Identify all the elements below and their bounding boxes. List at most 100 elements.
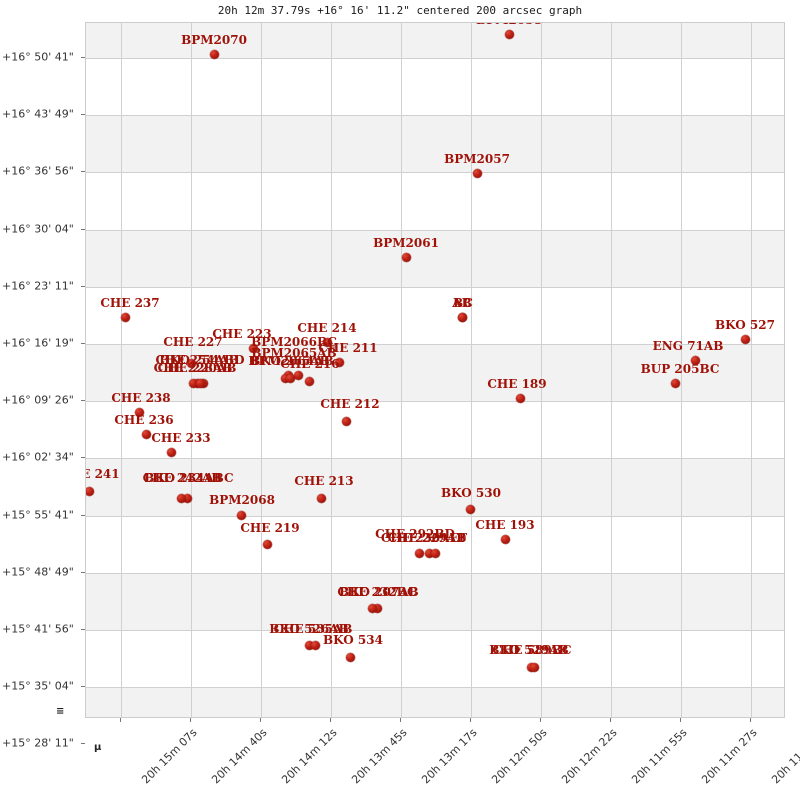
y-axis-tick-label: +16° 36' 56" [2, 164, 74, 178]
y-axis-tick-mark [81, 171, 85, 173]
star-marker[interactable] [500, 534, 510, 544]
gridline-horizontal [86, 401, 784, 403]
y-axis-tick-mark [81, 686, 85, 688]
y-axis-tick-mark [81, 629, 85, 630]
y-axis-tick-label: +15° 28' 11" [2, 736, 74, 750]
x-axis-tick-mark [330, 718, 331, 722]
star-marker[interactable] [134, 407, 144, 417]
star-marker[interactable] [430, 548, 440, 558]
star-marker[interactable] [304, 640, 314, 650]
y-axis-tick-mark [81, 228, 85, 230]
star-marker[interactable] [182, 493, 192, 503]
x-axis-tick-mark [680, 718, 681, 722]
gridline-horizontal [86, 458, 784, 460]
star-marker[interactable] [86, 486, 94, 496]
y-axis-tick-mark [81, 457, 85, 459]
y-axis-tick-label: +15° 41' 56" [2, 622, 74, 636]
star-marker[interactable] [236, 510, 246, 520]
star-marker[interactable] [176, 493, 186, 503]
x-axis-tick-mark [540, 718, 541, 722]
gridline-vertical [191, 23, 192, 717]
plot-area[interactable]: BPM2070BPM2058BPM2057BPM2061CHE 237ABBCB… [85, 22, 785, 718]
star-marker[interactable] [372, 603, 382, 613]
background-band [86, 229, 784, 287]
y-axis-tick-label: +15° 35' 04" [2, 679, 74, 693]
star-marker[interactable] [310, 640, 320, 650]
star-marker[interactable] [690, 355, 700, 365]
star-marker[interactable] [472, 168, 482, 178]
gridline-horizontal [86, 115, 784, 117]
star-marker[interactable] [529, 662, 539, 672]
y-axis-tick-mark [81, 400, 85, 402]
y-axis-tick-mark [81, 285, 85, 287]
star-marker[interactable] [414, 548, 424, 558]
y-axis-tick-label: +16° 09' 26" [2, 393, 74, 407]
background-band [86, 344, 784, 402]
y-axis-tick-label: +16° 50' 41" [2, 50, 74, 64]
gridline-vertical [541, 23, 542, 717]
gridline-horizontal [86, 344, 784, 345]
x-axis-tick-mark [400, 718, 401, 722]
star-marker[interactable] [457, 312, 467, 322]
y-axis-tick-mark [81, 57, 85, 58]
y-axis-tick-label: +16° 02' 34" [2, 450, 74, 464]
y-axis-tick-label: +16° 16' 19" [2, 336, 74, 350]
x-axis-tick-mark [470, 718, 471, 722]
x-axis-tick-mark [260, 718, 261, 722]
star-marker[interactable] [367, 603, 377, 613]
y-axis-tick-label: +15° 55' 41" [2, 508, 74, 522]
gridline-horizontal [86, 58, 784, 59]
star-marker[interactable] [209, 49, 219, 59]
star-marker[interactable] [262, 539, 272, 549]
star-marker[interactable] [141, 429, 151, 439]
star-marker[interactable] [334, 357, 344, 367]
x-axis-tick-mark [610, 718, 611, 722]
star-marker[interactable] [280, 373, 290, 383]
star-marker[interactable] [166, 447, 176, 457]
background-band [86, 115, 784, 173]
star-marker[interactable] [186, 358, 196, 368]
star-marker[interactable] [304, 376, 314, 386]
gridline-horizontal [86, 515, 784, 517]
background-band [86, 23, 784, 58]
star-marker[interactable] [504, 29, 514, 39]
x-axis-tick-mark [190, 718, 191, 722]
gridline-vertical [611, 23, 612, 717]
star-marker[interactable] [401, 252, 411, 262]
star-marker[interactable] [515, 393, 525, 403]
star-marker[interactable] [670, 378, 680, 388]
star-marker[interactable] [424, 548, 434, 558]
gridline-vertical [121, 23, 122, 717]
gridline-vertical [681, 23, 682, 717]
star-marker[interactable] [248, 343, 258, 353]
star-marker[interactable] [345, 652, 355, 662]
star-marker[interactable] [285, 373, 295, 383]
y-axis-tick-mark [81, 343, 85, 344]
gridline-horizontal [86, 172, 784, 174]
y-axis-tick-label: +15° 48' 49" [2, 565, 74, 579]
gridline-horizontal [86, 229, 784, 231]
gridline-horizontal [86, 572, 784, 574]
x-axis-tick-mark [750, 718, 751, 722]
star-marker[interactable] [293, 370, 303, 380]
gridline-vertical [401, 23, 402, 717]
y-axis-tick-mark [81, 114, 85, 116]
gridline-vertical [261, 23, 262, 717]
stray-glyph: μ [94, 742, 102, 753]
star-marker[interactable] [316, 493, 326, 503]
y-axis-tick-label: +16° 23' 11" [2, 279, 74, 293]
star-marker[interactable] [120, 312, 130, 322]
star-marker[interactable] [465, 504, 475, 514]
star-marker[interactable] [195, 378, 205, 388]
background-band [86, 458, 784, 516]
star-marker[interactable] [740, 334, 750, 344]
gridline-vertical [471, 23, 472, 717]
y-axis-tick-label: +16° 30' 04" [2, 222, 74, 236]
gridline-vertical [331, 23, 332, 717]
background-band [86, 572, 784, 630]
star-marker[interactable] [322, 337, 332, 347]
background-band [86, 687, 784, 717]
star-marker[interactable] [188, 378, 198, 388]
star-marker[interactable] [341, 416, 351, 426]
